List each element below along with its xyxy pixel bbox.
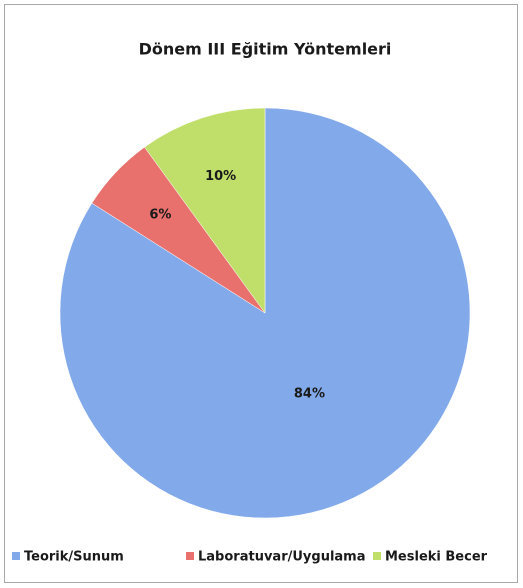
data-label: 84%	[294, 386, 325, 401]
legend-swatch	[186, 552, 194, 560]
data-label: 6%	[149, 207, 171, 222]
legend-label: Teorik/Sunum	[24, 550, 124, 565]
legend-label: Laboratuvar/Uygulama	[198, 550, 366, 565]
legend-swatch	[12, 552, 20, 560]
chart-title: Dönem III Eğitim Yöntemleri	[139, 40, 392, 59]
data-label: 10%	[205, 169, 236, 184]
legend-swatch	[373, 552, 381, 560]
pie-slice	[144, 107, 266, 314]
legend-label: Mesleki Becer	[385, 550, 488, 565]
